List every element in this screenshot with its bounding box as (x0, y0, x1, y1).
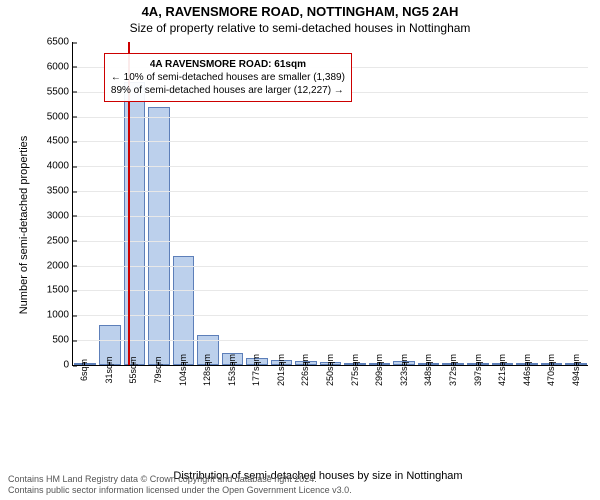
x-tick-slot: 250sqm (318, 366, 343, 408)
x-tick-slot: 104sqm (170, 366, 195, 408)
x-tick-slot: 348sqm (416, 366, 441, 408)
y-tick-label: 4000 (39, 161, 73, 172)
x-tick-slot: 323sqm (392, 366, 417, 408)
x-tick-label: 201sqm (276, 354, 286, 386)
bar-slot (367, 42, 392, 365)
bar-slot (392, 42, 417, 365)
bar-slot (564, 42, 589, 365)
x-tick-slot: 470sqm (539, 366, 564, 408)
y-tick-label: 5000 (39, 111, 73, 122)
x-tick-slot: 372sqm (441, 366, 466, 408)
x-tick-label: 397sqm (473, 354, 483, 386)
x-tick-slot: 226sqm (293, 366, 318, 408)
bar-slot (416, 42, 441, 365)
y-tick-label: 4500 (39, 136, 73, 147)
x-tick-slot: 55sqm (121, 366, 146, 408)
annotation-title: 4A RAVENSMORE ROAD: 61sqm (111, 58, 345, 71)
x-tick-slot: 153sqm (219, 366, 244, 408)
y-tick-label: 2500 (39, 235, 73, 246)
x-tick-label: 79sqm (153, 356, 163, 383)
y-tick-label: 3000 (39, 210, 73, 221)
x-tick-slot: 201sqm (269, 366, 294, 408)
bar-slot (73, 42, 98, 365)
bar-slot (441, 42, 466, 365)
y-tick-label: 6500 (39, 37, 73, 48)
y-tick-label: 0 (39, 360, 73, 371)
x-tick-label: 299sqm (374, 354, 384, 386)
bar-slot (490, 42, 515, 365)
x-tick-slot: 128sqm (195, 366, 220, 408)
y-tick-label: 3500 (39, 186, 73, 197)
attribution-footer: Contains HM Land Registry data © Crown c… (8, 474, 592, 497)
x-tick-label: 31sqm (104, 356, 114, 383)
bar-slot (515, 42, 540, 365)
x-tick-label: 250sqm (325, 354, 335, 386)
bar-slot (466, 42, 491, 365)
x-tick-label: 470sqm (546, 354, 556, 386)
y-tick-label: 6000 (39, 61, 73, 72)
x-tick-label: 348sqm (423, 354, 433, 386)
y-axis-label: Number of semi-detached properties (18, 136, 30, 315)
x-tick-label: 128sqm (202, 354, 212, 386)
grid-line (73, 166, 588, 167)
footer-line-2: Contains public sector information licen… (8, 485, 592, 496)
x-tick-label: 226sqm (300, 354, 310, 386)
x-tick-slot: 177sqm (244, 366, 269, 408)
x-tick-slot: 299sqm (367, 366, 392, 408)
y-tick-label: 500 (39, 335, 73, 346)
y-tick-label: 1000 (39, 310, 73, 321)
annotation-larger: 89% of semi-detached houses are larger (… (111, 84, 345, 97)
histogram-bar (173, 256, 195, 365)
x-tick-slot: 79sqm (146, 366, 171, 408)
plot-area: 4A RAVENSMORE ROAD: 61sqm ← 10% of semi-… (72, 42, 588, 366)
annotation-box: 4A RAVENSMORE ROAD: 61sqm ← 10% of semi-… (104, 53, 352, 102)
grid-line (73, 340, 588, 341)
x-tick-slot: 275sqm (342, 366, 367, 408)
footer-line-1: Contains HM Land Registry data © Crown c… (8, 474, 592, 485)
xticks-container: 6sqm31sqm55sqm79sqm104sqm128sqm153sqm177… (72, 366, 588, 408)
x-tick-label: 372sqm (448, 354, 458, 386)
y-tick-label: 5500 (39, 86, 73, 97)
y-tick-label: 2000 (39, 260, 73, 271)
x-tick-slot: 494sqm (564, 366, 589, 408)
grid-line (73, 141, 588, 142)
x-tick-slot: 397sqm (465, 366, 490, 408)
x-tick-label: 55sqm (128, 356, 138, 383)
bar-slot (539, 42, 564, 365)
x-tick-slot: 446sqm (514, 366, 539, 408)
grid-line (73, 117, 588, 118)
chart-title: 4A, RAVENSMORE ROAD, NOTTINGHAM, NG5 2AH (0, 0, 600, 19)
histogram-bar (124, 82, 146, 365)
x-tick-slot: 6sqm (72, 366, 97, 408)
grid-line (73, 290, 588, 291)
x-tick-label: 177sqm (251, 354, 261, 386)
grid-line (73, 216, 588, 217)
grid-line (73, 266, 588, 267)
x-tick-slot: 31sqm (97, 366, 122, 408)
y-tick-label: 1500 (39, 285, 73, 296)
grid-line (73, 191, 588, 192)
x-tick-slot: 421sqm (490, 366, 515, 408)
histogram-bar (148, 107, 170, 365)
chart-area: Number of semi-detached properties 4A RA… (48, 42, 588, 408)
x-tick-label: 275sqm (350, 354, 360, 386)
grid-line (73, 315, 588, 316)
chart-subtitle: Size of property relative to semi-detach… (0, 19, 600, 35)
grid-line (73, 241, 588, 242)
x-tick-label: 323sqm (399, 354, 409, 386)
x-tick-label: 104sqm (178, 354, 188, 386)
x-tick-label: 421sqm (497, 354, 507, 386)
x-tick-label: 153sqm (227, 354, 237, 386)
x-tick-label: 494sqm (571, 354, 581, 386)
x-tick-label: 6sqm (79, 359, 89, 381)
x-tick-label: 446sqm (522, 354, 532, 386)
annotation-smaller: ← 10% of semi-detached houses are smalle… (111, 71, 345, 84)
